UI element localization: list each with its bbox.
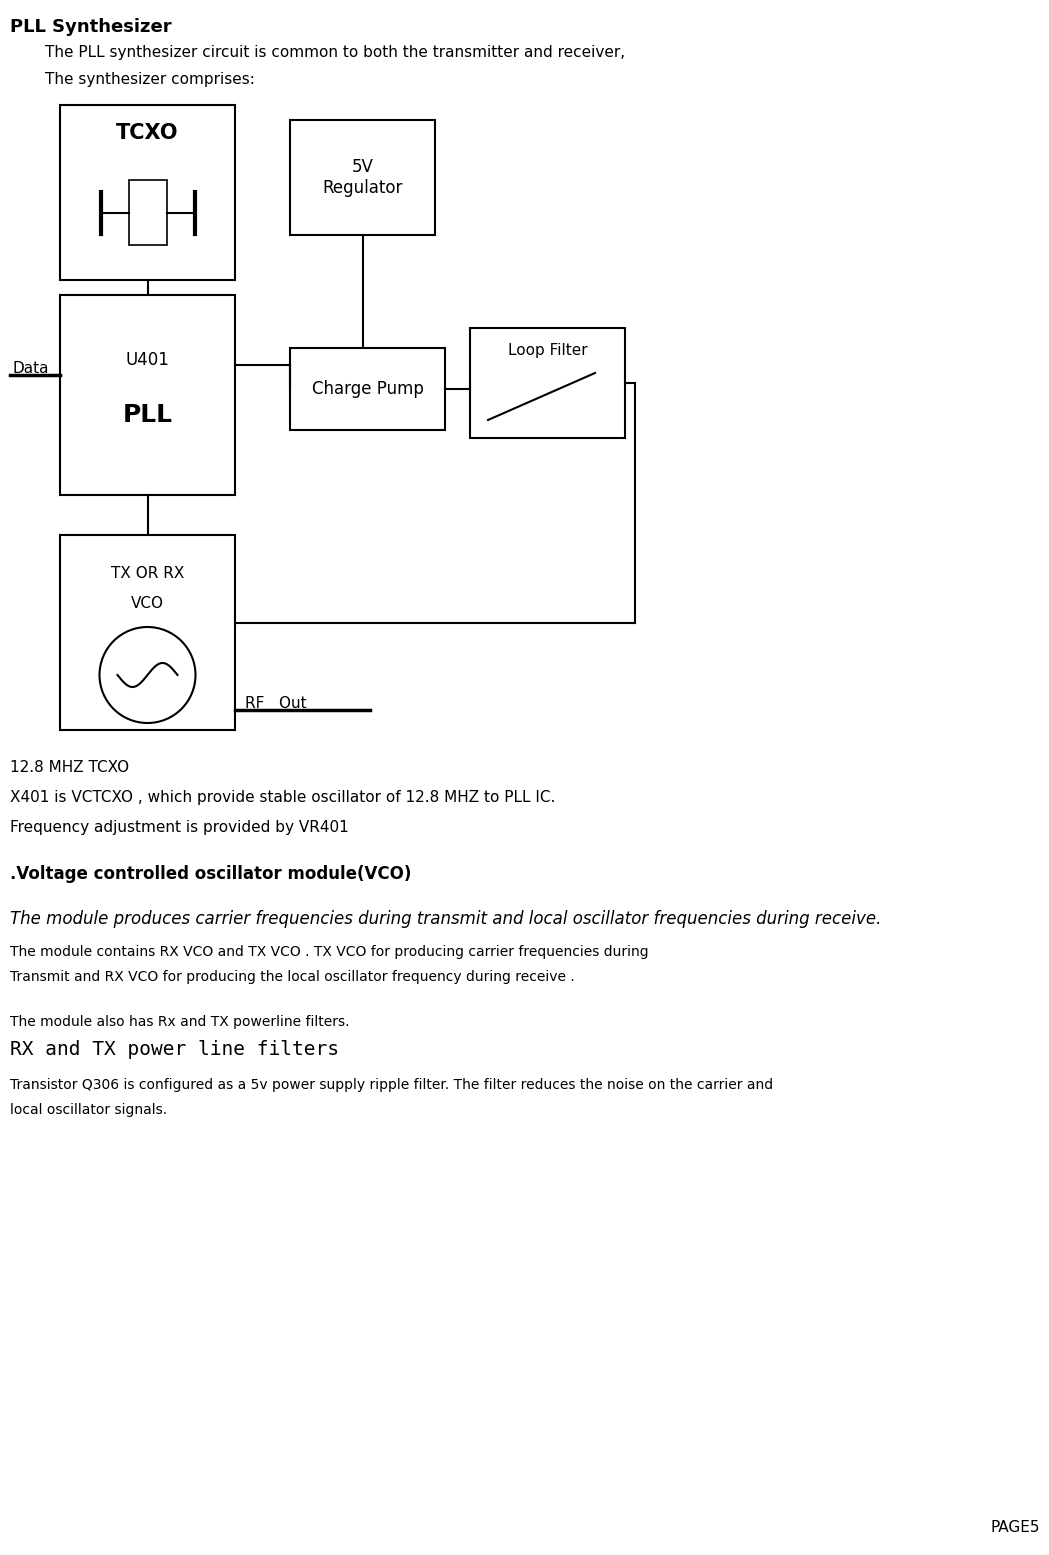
Bar [60,295,235,494]
Text: 5V
Regulator: 5V Regulator [322,159,403,197]
Text: RX and TX power line filters: RX and TX power line filters [10,1040,339,1059]
Text: Transmit and RX VCO for producing the local oscillator frequency during receive : Transmit and RX VCO for producing the lo… [10,970,575,984]
Text: Charge Pump: Charge Pump [312,379,424,398]
Text: PLL Synthesizer: PLL Synthesizer [10,19,172,36]
Text: The module produces carrier frequencies during transmit and local oscillator fre: The module produces carrier frequencies … [10,910,881,928]
Text: RF   Out: RF Out [245,697,306,711]
Text: 12.8 MHZ TCXO: 12.8 MHZ TCXO [10,760,129,774]
Bar [290,348,445,431]
Text: .Voltage controlled oscillator module(VCO): .Voltage controlled oscillator module(VC… [10,865,411,883]
Text: VCO: VCO [131,596,164,611]
Text: PAGE5: PAGE5 [990,1519,1040,1535]
Text: TX OR RX: TX OR RX [111,566,185,580]
Text: Data: Data [12,361,48,376]
Text: The PLL synthesizer circuit is common to both the transmitter and receiver,: The PLL synthesizer circuit is common to… [45,45,625,61]
Bar [60,106,235,280]
Text: Frequency adjustment is provided by VR401: Frequency adjustment is provided by VR40… [10,819,348,835]
Text: The module contains RX VCO and TX VCO . TX VCO for producing carrier frequencies: The module contains RX VCO and TX VCO . … [10,945,648,959]
Text: X401 is VCTCXO , which provide stable oscillator of 12.8 MHZ to PLL IC.: X401 is VCTCXO , which provide stable os… [10,790,555,805]
Text: TCXO: TCXO [116,123,178,143]
Text: local oscillator signals.: local oscillator signals. [10,1102,167,1116]
Bar [128,180,167,246]
Text: PLL: PLL [123,403,172,428]
Bar [60,535,235,729]
Text: The module also has Rx and TX powerline filters.: The module also has Rx and TX powerline … [10,1015,349,1029]
Bar [470,328,625,439]
Bar [290,120,435,235]
Text: Transistor Q306 is configured as a 5v power supply ripple filter. The filter red: Transistor Q306 is configured as a 5v po… [10,1078,773,1092]
Text: The synthesizer comprises:: The synthesizer comprises: [45,72,255,87]
Text: U401: U401 [126,351,170,369]
Text: Loop Filter: Loop Filter [508,342,587,358]
